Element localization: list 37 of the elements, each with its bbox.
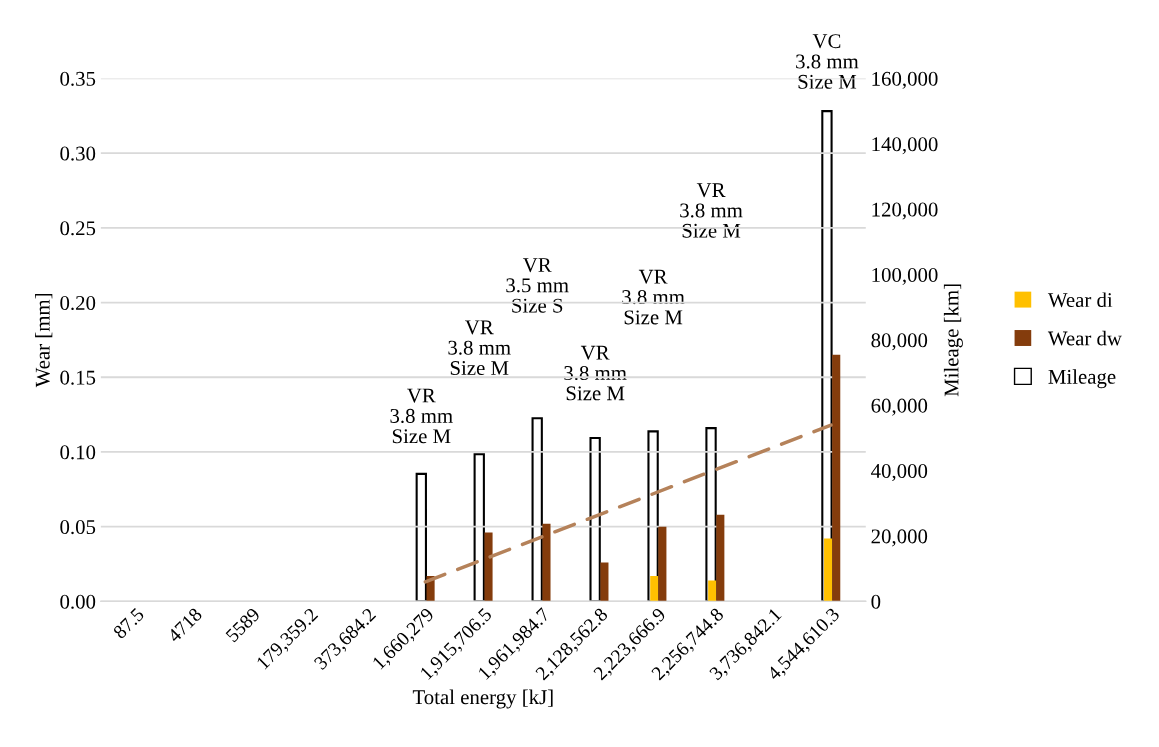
x-axis-title: Total energy [kJ] (412, 689, 553, 709)
bar (589, 436, 601, 602)
bar (708, 580, 717, 602)
y-tick-label: 0.10 (60, 445, 96, 460)
y2-tick-label: 120,000 (872, 202, 938, 220)
y-tick-label: 0.00 (60, 594, 96, 609)
y-tick-label: 0.35 (60, 71, 96, 86)
y-axis-title: Wear [mm] (35, 293, 53, 388)
annotation: VC 3.8 mm Size M (796, 34, 859, 89)
y2-tick-label: 20,000 (871, 529, 928, 547)
y2-tick-label: 60,000 (871, 398, 928, 416)
y2-axis-title: Mileage [km] (943, 284, 963, 397)
bar (650, 575, 659, 602)
y-tick-label: 0.25 (60, 221, 96, 236)
x-tick-label: 4718 (166, 607, 203, 644)
y-tick-label: 0.30 (60, 146, 96, 161)
y2-tick-label: 40,000 (871, 463, 928, 482)
bar (473, 453, 485, 602)
legend-label: Mileage (1048, 369, 1116, 389)
bar (824, 538, 833, 602)
legend-label: Wear dw (1047, 330, 1122, 346)
y2-tick-label: 100,000 (872, 267, 938, 285)
annotation: VR 3.5 mm Size S (506, 258, 569, 313)
y-tick-label: 0.05 (60, 520, 96, 535)
bar (600, 562, 609, 602)
y2-tick-label: 160,000 (872, 71, 938, 89)
y2-tick-label: 80,000 (871, 333, 928, 351)
annotation: VR 3.8 mm Size M (448, 320, 511, 376)
y-tick-label: 0.20 (60, 295, 96, 311)
y2-tick-label: 140,000 (872, 137, 938, 155)
y-tick-label: 0.15 (60, 370, 96, 385)
legend-label: Wear di (1047, 292, 1113, 308)
x-tick-label: 5589 (225, 607, 261, 643)
bar (415, 472, 427, 602)
y2-tick-label: 0 (871, 594, 881, 609)
annotation: VR 3.8 mm Size M (390, 388, 453, 444)
x-tick-label: 87.5 (112, 607, 145, 640)
